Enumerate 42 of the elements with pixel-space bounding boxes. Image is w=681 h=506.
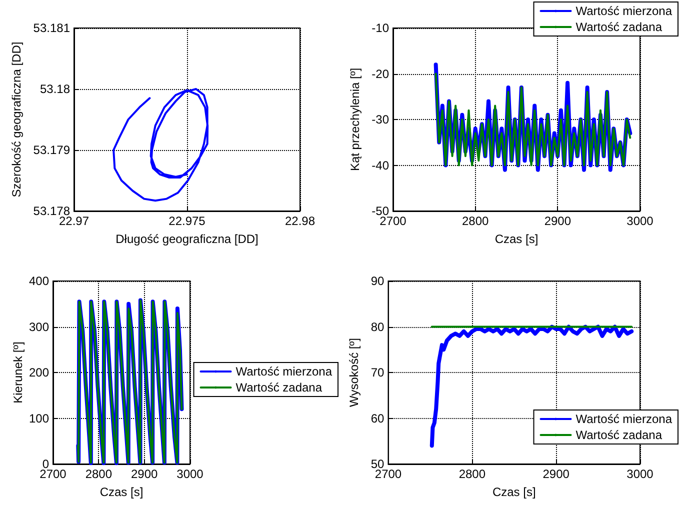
y-tick-label: 300 bbox=[28, 320, 50, 334]
y-tick-label: -40 bbox=[372, 158, 390, 172]
x-tick-label: 2900 bbox=[544, 214, 572, 228]
y-axis-title: Wysokość [º] bbox=[347, 338, 361, 407]
line-series bbox=[112, 88, 209, 202]
y-tick-label: 53.18 bbox=[40, 82, 70, 96]
x-tick-label: 2800 bbox=[462, 214, 490, 228]
y-axis-title: Kąt przechylenia [º] bbox=[348, 68, 362, 172]
y-tick-label: 100 bbox=[28, 411, 50, 426]
x-tick-label: 2800 bbox=[85, 467, 112, 481]
y-tick-label: -20 bbox=[372, 66, 390, 81]
y-tick-label: -10 bbox=[372, 21, 390, 35]
x-axis-title: Czas [s] bbox=[100, 485, 144, 499]
y-tick-label: 200 bbox=[28, 366, 50, 380]
legend-label: Wartość zadana bbox=[576, 428, 662, 442]
x-tick-label: 3000 bbox=[626, 214, 654, 228]
x-tick-label: 22.98 bbox=[284, 214, 316, 228]
y-tick-label: -30 bbox=[372, 112, 390, 126]
legend-label: Wartość zadana bbox=[576, 20, 662, 34]
y-tick-label: 60 bbox=[370, 411, 385, 426]
x-tick-label: 2900 bbox=[542, 467, 570, 481]
x-tick-label: 2900 bbox=[130, 467, 158, 481]
x-tick-label: 3000 bbox=[626, 467, 654, 481]
y-tick-label: 70 bbox=[370, 366, 385, 380]
legend-label: Wartość mierzona bbox=[576, 4, 672, 18]
y-tick-label: 53.181 bbox=[33, 21, 70, 35]
line-series bbox=[434, 72, 632, 166]
x-axis-title: Długość geograficzna [DD] bbox=[116, 232, 258, 246]
y-axis-title: Szerokość geograficzna [DD] bbox=[9, 42, 24, 198]
x-axis-title: Czas [s] bbox=[494, 232, 538, 246]
y-tick-label: 400 bbox=[28, 274, 50, 288]
y-axis-title: Kierunek [º] bbox=[11, 342, 25, 404]
legend-label: Wartość mierzona bbox=[236, 364, 332, 378]
x-tick-label: 2800 bbox=[458, 467, 486, 481]
y-tick-label: 53.179 bbox=[33, 143, 70, 157]
x-axis-title: Czas [s] bbox=[492, 485, 536, 499]
y-tick-label: 80 bbox=[370, 320, 385, 334]
y-tick-label: 90 bbox=[370, 274, 385, 288]
legend-label: Wartość mierzona bbox=[576, 412, 672, 426]
x-tick-label: 22.975 bbox=[168, 214, 206, 228]
legend-label: Wartość zadana bbox=[236, 380, 322, 394]
x-tick-label: 3000 bbox=[176, 467, 204, 481]
